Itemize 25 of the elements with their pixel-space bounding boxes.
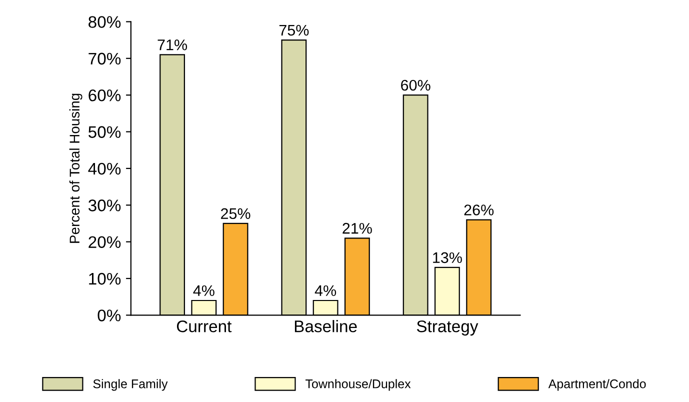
- y-tick-label: 40%: [88, 162, 121, 175]
- data-label: 13%: [433, 252, 462, 264]
- data-label: 4%: [193, 285, 214, 296]
- data-label: 26%: [464, 204, 494, 216]
- y-tick-label: 80%: [88, 16, 121, 28]
- data-label: 4%: [314, 285, 336, 296]
- data-label: 60%: [401, 80, 430, 91]
- y-axis-title: Percent of Total Housing: [69, 94, 82, 243]
- legend-label: Townhouse/Duplex: [306, 379, 411, 391]
- legend-label: Apartment/Condo: [548, 379, 646, 391]
- y-tick-label: 10%: [89, 272, 121, 285]
- y-tick-label: 0%: [98, 310, 121, 322]
- x-tick-label: Strategy: [416, 320, 478, 336]
- y-tick-label: 60%: [88, 89, 121, 102]
- x-tick-label: Current: [176, 320, 232, 332]
- data-label: 21%: [342, 222, 372, 234]
- data-label: 25%: [221, 208, 250, 220]
- legend-label: Single Family: [93, 379, 168, 391]
- data-label: 71%: [158, 40, 188, 50]
- y-tick-label: 50%: [88, 126, 121, 138]
- y-tick-label: 20%: [88, 236, 121, 248]
- y-tick-label: 70%: [88, 52, 121, 65]
- x-tick-label: Baseline: [294, 320, 357, 332]
- y-tick-label: 30%: [88, 200, 121, 212]
- data-label: 75%: [279, 24, 309, 36]
